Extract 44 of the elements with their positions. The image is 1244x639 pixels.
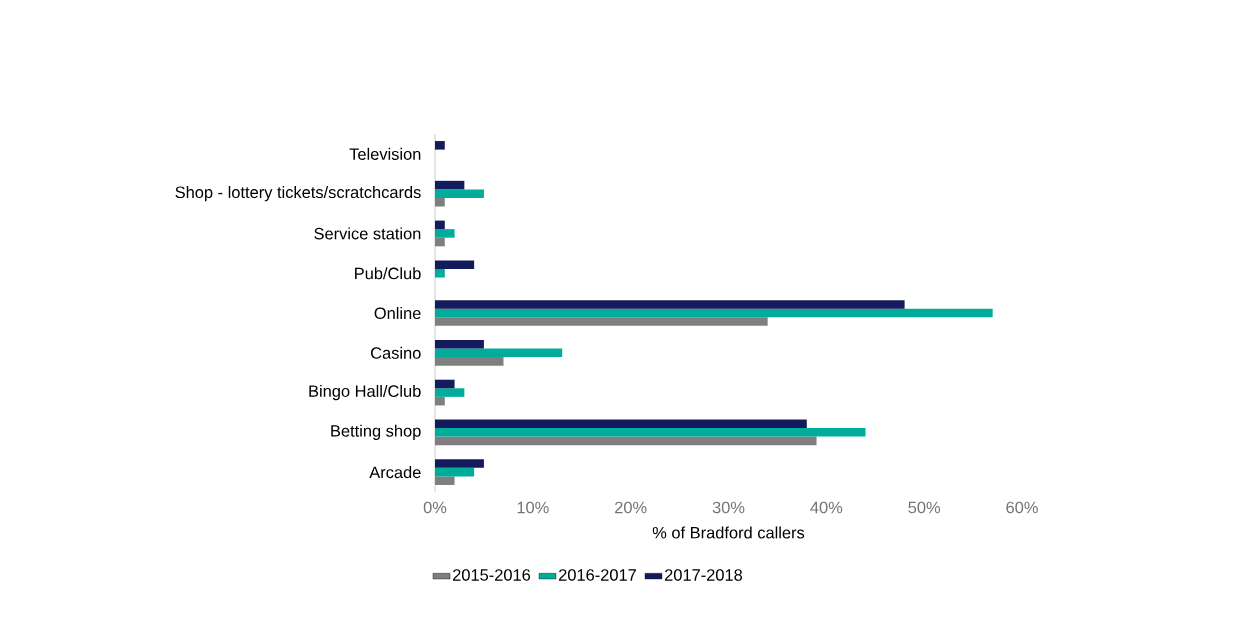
bar xyxy=(435,419,807,429)
bar xyxy=(435,189,484,198)
bar xyxy=(435,339,484,349)
bar xyxy=(435,428,866,437)
bar xyxy=(435,348,563,358)
y-tick-label: Shop - lottery tickets/scratchcards xyxy=(175,186,421,202)
y-tick-label: Betting shop xyxy=(331,424,421,440)
bar xyxy=(435,237,445,247)
bar xyxy=(435,459,484,468)
bar xyxy=(435,180,465,190)
x-tick-label: 60% xyxy=(1006,501,1038,514)
bar xyxy=(435,197,445,207)
y-tick-label: Casino xyxy=(371,346,421,359)
x-tick-label: 40% xyxy=(810,501,843,514)
y-tick-label: Arcade xyxy=(369,466,421,479)
legend-label: 2017-2018 xyxy=(665,569,743,581)
bar xyxy=(435,357,504,366)
bar xyxy=(435,260,475,269)
x-tick-label: 20% xyxy=(615,501,647,514)
bar xyxy=(435,300,905,309)
bar xyxy=(435,308,993,318)
bar xyxy=(435,141,445,150)
bar xyxy=(435,268,445,278)
bar xyxy=(435,436,817,446)
y-tick-label: Service station xyxy=(314,227,421,240)
x-tick-label: 10% xyxy=(517,501,549,514)
bar xyxy=(435,317,768,326)
bar xyxy=(435,388,465,397)
y-tick-label: Pub/Club xyxy=(355,267,421,280)
bar xyxy=(435,379,455,389)
bar xyxy=(435,229,455,238)
bar xyxy=(435,467,475,477)
x-tick-label: 50% xyxy=(908,501,941,514)
legend-label: 2015-2016 xyxy=(453,569,531,581)
x-tick-label: 30% xyxy=(712,501,745,514)
y-tick-label: Bingo Hall/Club xyxy=(309,384,421,401)
bar xyxy=(435,396,445,406)
y-tick-label: Online xyxy=(374,306,421,320)
bar xyxy=(435,476,455,485)
x-axis-title: % of Bradford callers xyxy=(652,526,805,539)
bar xyxy=(435,220,445,230)
legend-label: 2016-2017 xyxy=(559,569,636,581)
x-tick-label: 0% xyxy=(423,501,447,514)
y-tick-label: Television xyxy=(349,147,421,160)
